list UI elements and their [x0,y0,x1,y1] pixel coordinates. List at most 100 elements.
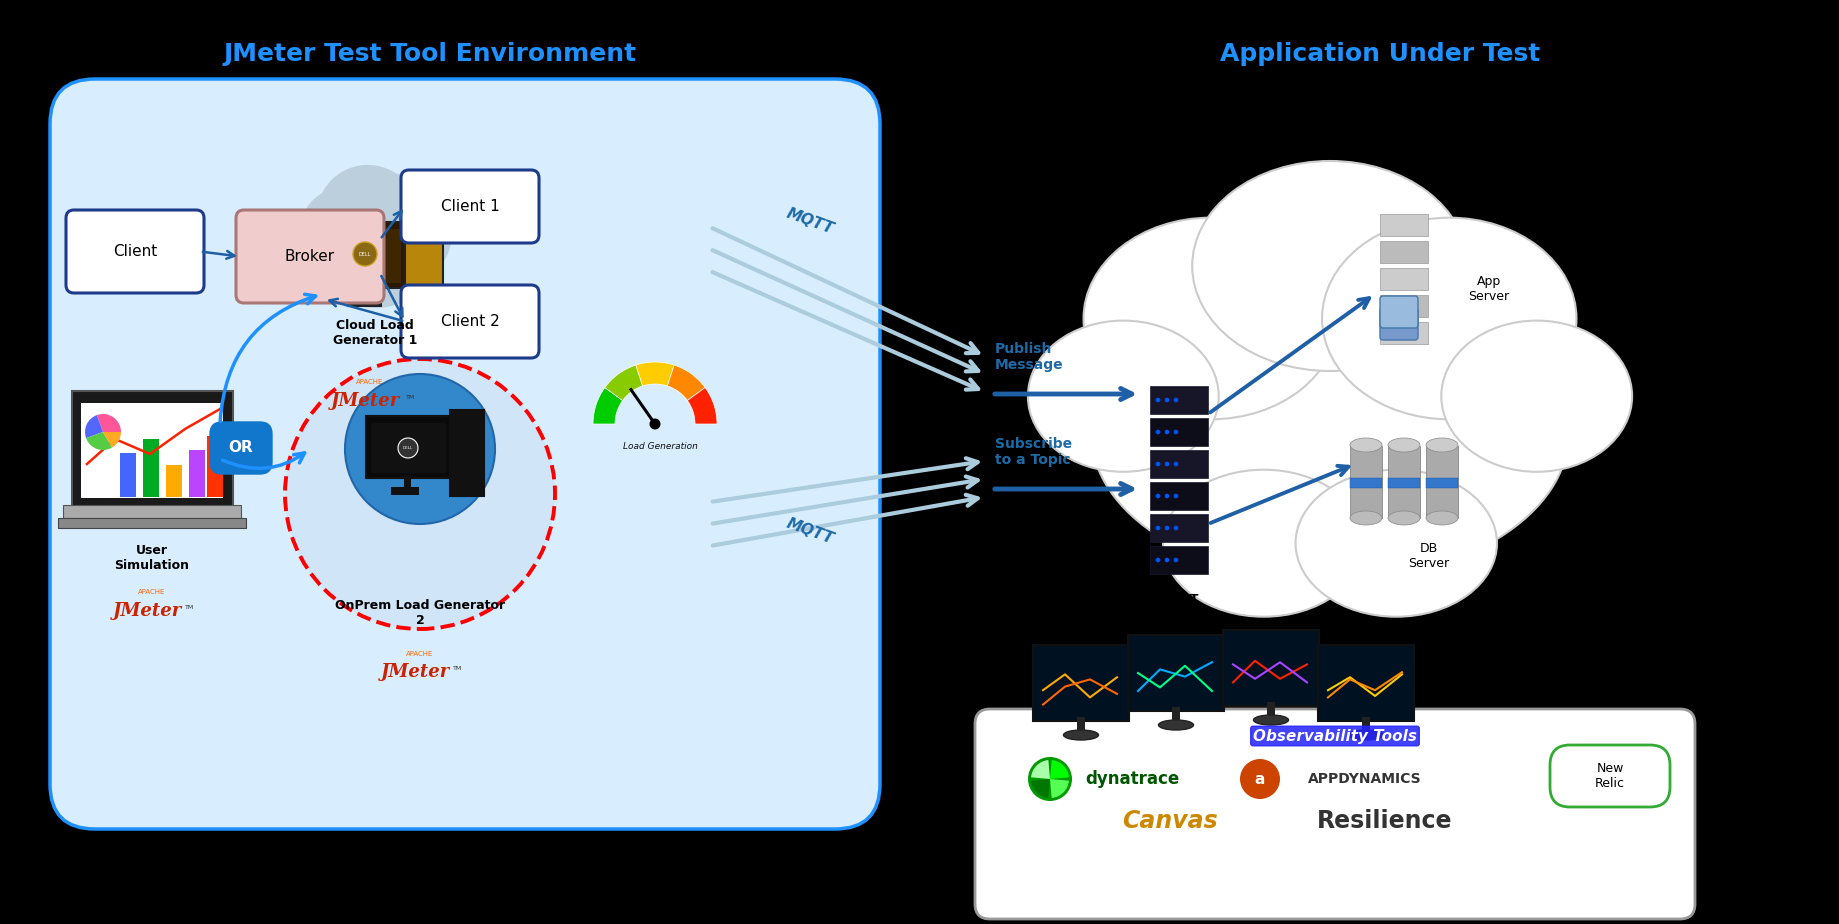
Circle shape [1164,558,1170,563]
Bar [1363,717,1370,731]
Circle shape [1173,493,1179,498]
Ellipse shape [1028,321,1219,472]
Wedge shape [1032,760,1050,779]
FancyBboxPatch shape [1319,645,1414,721]
Text: APACHE: APACHE [406,651,434,657]
Text: JMeter Test Tool Environment: JMeter Test Tool Environment [223,42,636,66]
Circle shape [1173,526,1179,530]
Text: Client 2: Client 2 [441,314,500,329]
Text: Client: Client [112,244,156,259]
Text: Resilience: Resilience [1317,809,1453,833]
FancyBboxPatch shape [975,709,1696,919]
Circle shape [1164,397,1170,402]
Text: DB
Server: DB Server [1409,542,1449,570]
Text: Cloud Load
Generator 1: Cloud Load Generator 1 [333,319,417,347]
Ellipse shape [1350,511,1381,525]
Bar [143,439,158,497]
Bar [1425,478,1458,488]
Wedge shape [688,387,717,424]
Circle shape [1173,558,1179,563]
Wedge shape [668,365,704,400]
Ellipse shape [1348,730,1383,740]
Bar [1379,322,1429,344]
FancyBboxPatch shape [50,79,881,829]
Circle shape [1155,462,1160,467]
FancyBboxPatch shape [401,285,539,358]
FancyBboxPatch shape [1034,645,1129,721]
Text: JMeter: JMeter [112,602,182,620]
FancyBboxPatch shape [1550,745,1670,807]
Bar [1149,386,1208,414]
Text: OnPrem Load Generator
2: OnPrem Load Generator 2 [335,599,506,627]
Ellipse shape [1350,438,1381,452]
Wedge shape [1050,779,1068,798]
Circle shape [397,438,417,458]
FancyBboxPatch shape [326,229,401,283]
Circle shape [1155,558,1160,563]
Wedge shape [97,414,121,432]
Text: MQTT: MQTT [783,517,835,547]
Wedge shape [86,432,112,450]
FancyBboxPatch shape [72,391,234,507]
Circle shape [1173,462,1179,467]
Circle shape [1155,493,1160,498]
Text: APACHE: APACHE [357,379,384,385]
Circle shape [1164,430,1170,434]
Bar [1171,707,1181,721]
Circle shape [1028,757,1072,801]
Text: Application Under Test: Application Under Test [1219,42,1539,66]
Bar [1350,446,1381,518]
Bar [1379,241,1429,263]
Circle shape [353,242,377,266]
FancyBboxPatch shape [366,416,452,478]
Text: a: a [1254,772,1265,786]
Bar [1149,482,1208,510]
FancyBboxPatch shape [235,210,384,303]
Bar [1388,478,1420,488]
Bar [1425,446,1458,518]
Text: Client 1: Client 1 [441,199,500,214]
Circle shape [1239,759,1280,799]
Bar [348,299,383,307]
Bar [1149,546,1208,574]
Circle shape [318,165,417,266]
Circle shape [311,177,440,308]
Bar [1379,214,1429,236]
Bar [63,505,241,518]
Ellipse shape [1388,438,1420,452]
Wedge shape [85,415,103,438]
FancyBboxPatch shape [371,423,447,473]
FancyBboxPatch shape [1127,635,1225,711]
FancyBboxPatch shape [1379,308,1418,340]
Circle shape [303,205,375,277]
Text: TM: TM [186,605,195,610]
Wedge shape [592,387,623,424]
Circle shape [371,198,451,277]
Text: TM: TM [454,666,463,671]
FancyBboxPatch shape [451,410,484,496]
FancyBboxPatch shape [210,422,272,474]
Bar [405,475,410,487]
Text: DELL: DELL [403,446,414,450]
Bar [1379,295,1429,317]
Bar [208,436,223,497]
Ellipse shape [1295,469,1497,616]
Text: APPDYNAMICS: APPDYNAMICS [1308,772,1422,786]
Text: dynatrace: dynatrace [1085,770,1179,788]
Wedge shape [1050,760,1068,779]
FancyBboxPatch shape [322,222,406,288]
Circle shape [649,419,660,430]
Text: MQTT: MQTT [783,206,835,237]
Circle shape [1173,430,1179,434]
FancyBboxPatch shape [401,170,539,243]
Wedge shape [636,362,675,386]
Bar [1388,446,1420,518]
Ellipse shape [1254,715,1289,725]
FancyBboxPatch shape [1379,296,1418,328]
Ellipse shape [1322,218,1576,419]
Ellipse shape [1159,720,1194,730]
Ellipse shape [1192,161,1468,371]
Bar [1149,418,1208,446]
Text: Subscribe
to a Topic: Subscribe to a Topic [995,437,1072,467]
Text: MQTT
Broker: MQTT Broker [1155,592,1203,620]
